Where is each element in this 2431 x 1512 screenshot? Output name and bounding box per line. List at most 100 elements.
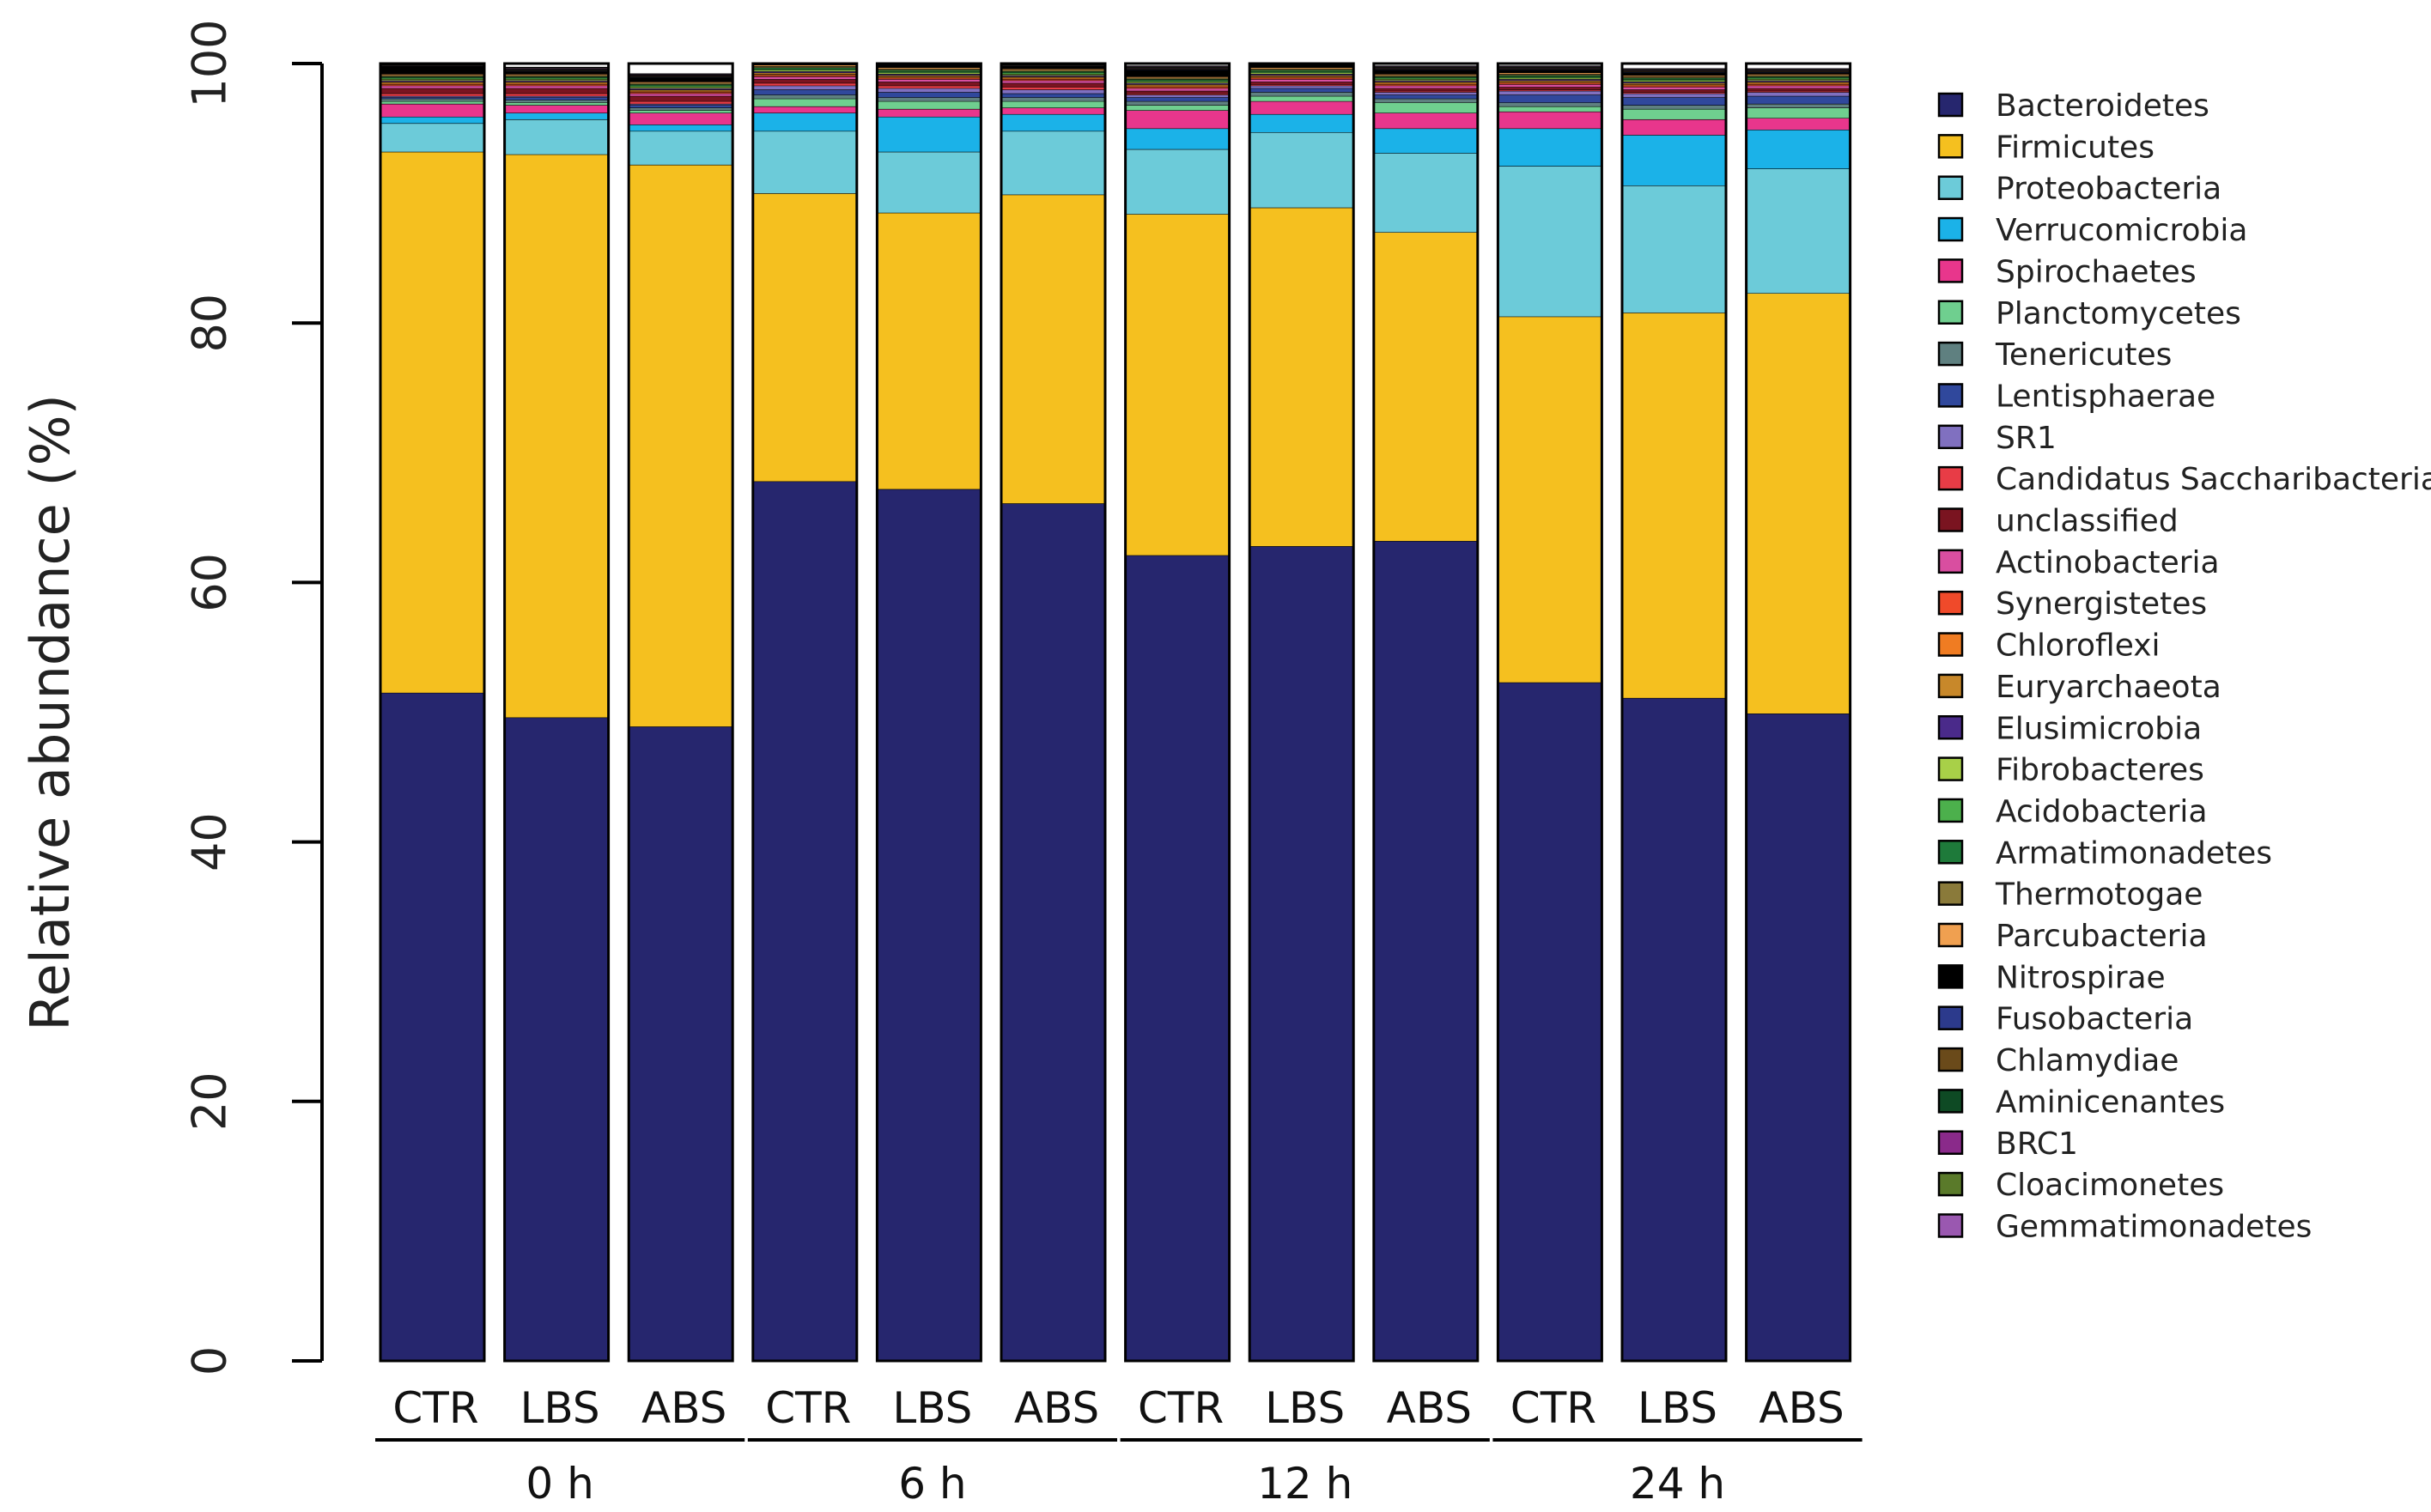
bar-segment [1746, 82, 1851, 83]
legend-item[interactable]: Lentisphaerae [1937, 379, 2215, 414]
legend-item[interactable]: Synergistetes [1937, 586, 2207, 622]
legend-item[interactable]: Verrucomicrobia [1937, 213, 2247, 248]
legend-item[interactable]: Cloacimonetes [1937, 1168, 2224, 1203]
bar-segment [1622, 87, 1726, 90]
bar-segment [1125, 70, 1230, 77]
bar-segment [877, 82, 982, 86]
bar-segment [1746, 107, 1851, 118]
bar-segment [629, 82, 733, 85]
bar-segment [1498, 89, 1602, 91]
x-tick-label: CTR [1510, 1383, 1596, 1433]
bar-segment [1001, 87, 1105, 90]
bar-segment [1622, 82, 1726, 85]
legend-item[interactable]: Aminicenantes [1937, 1084, 2225, 1120]
legend-swatch [1937, 964, 1964, 989]
legend-label: Chlamydiae [1996, 1043, 2179, 1078]
x-tick-label: LBS [1638, 1383, 1717, 1433]
bar-segment [1622, 313, 1726, 698]
legend-item[interactable]: Planctomycetes [1937, 296, 2241, 331]
bar-segment [629, 82, 733, 83]
legend-label: Lentisphaerae [1996, 379, 2215, 414]
legend-item[interactable]: Tenericutes [1937, 337, 2172, 373]
bar-segment [1373, 94, 1478, 99]
legend-swatch [1937, 175, 1964, 200]
bar-segment [752, 67, 857, 70]
legend-item[interactable]: Candidatus Saccharibacteria [1937, 462, 2431, 497]
legend-item[interactable]: unclassified [1937, 504, 2179, 539]
bar-segment [1498, 72, 1602, 75]
bar-segment [1125, 110, 1230, 129]
legend-item[interactable]: Parcubacteria [1937, 919, 2208, 954]
y-tick-label: 40 [183, 812, 237, 871]
legend-item[interactable]: Bacteroidetes [1937, 88, 2209, 124]
bar-segment [877, 71, 982, 73]
bar-segment [1498, 70, 1602, 73]
legend-swatch [1937, 300, 1964, 325]
bar-segment [380, 151, 484, 693]
legend-item[interactable]: Chloroflexi [1937, 628, 2161, 664]
legend-item[interactable]: Elusimicrobia [1937, 711, 2202, 746]
legend-swatch [1937, 383, 1964, 408]
bar-segment [1001, 69, 1105, 70]
legend-item[interactable]: Spirochaetes [1937, 254, 2197, 289]
bar-segment [1746, 84, 1851, 86]
legend-item[interactable]: Proteobacteria [1937, 172, 2221, 207]
bar-segment [629, 84, 733, 86]
bar-segment [1373, 79, 1478, 81]
bar-stack [1124, 62, 1231, 1363]
bar-segment [1249, 71, 1354, 73]
legend-item[interactable]: Gemmatimonadetes [1937, 1209, 2312, 1244]
bar-segment [380, 85, 484, 88]
legend-item[interactable]: Firmicutes [1937, 130, 2154, 165]
bar-segment [1125, 128, 1230, 149]
legend-item[interactable]: BRC1 [1937, 1126, 2078, 1162]
bar-segment [1746, 88, 1851, 91]
bar-segment [1001, 113, 1105, 131]
bar-segment [877, 74, 982, 76]
x-axis: CTR LBS ABS CTR LBS ABS CTR LBS ABS CTR LBS ABS 0 h 6… [375, 1383, 1863, 1509]
bar-segment [380, 93, 484, 96]
legend-item[interactable]: Actinobacteria [1937, 545, 2220, 580]
bar-segment [629, 92, 733, 94]
bar-stack [379, 62, 486, 1363]
x-tick-label: CTR [1138, 1383, 1224, 1433]
bar-segment [1125, 82, 1230, 83]
legend-item[interactable]: Fusobacteria [1937, 1002, 2193, 1037]
bar-segment [877, 97, 982, 101]
legend-swatch [1937, 756, 1964, 781]
bar-segment [1622, 97, 1726, 106]
bar-segment [1249, 82, 1354, 85]
legend[interactable]: Bacteroidetes Firmicutes Proteobacteria Ver… [1937, 88, 2431, 1244]
bar-segment [504, 112, 609, 119]
legend-item[interactable]: Euryarchaeota [1937, 670, 2221, 705]
bar-segment [504, 82, 609, 83]
legend-item[interactable]: SR1 [1937, 421, 2057, 456]
bar-segment [504, 80, 609, 82]
bar-outline [1248, 62, 1355, 1363]
group-label: 24 h [1630, 1459, 1725, 1509]
bar-segment [1622, 118, 1726, 136]
bar-segment [1746, 85, 1851, 88]
bar-segment [752, 106, 857, 113]
legend-item[interactable]: Nitrospirae [1937, 960, 2166, 995]
bar-segment [1622, 108, 1726, 119]
x-tick-label: LBS [520, 1383, 600, 1433]
bar-segment [1498, 90, 1602, 95]
legend-label: Aminicenantes [1996, 1084, 2225, 1120]
bar-segment [629, 110, 733, 113]
bar-outline [1620, 62, 1728, 1363]
bar-segment [1746, 74, 1851, 76]
legend-item[interactable]: Armatimonadetes [1937, 835, 2272, 871]
legend-label: Fusobacteria [1996, 1002, 2193, 1037]
bar-segment [504, 93, 609, 96]
legend-item[interactable]: Fibrobacteres [1937, 753, 2204, 788]
group-label: 6 h [898, 1459, 966, 1509]
bar-segment [629, 87, 733, 88]
x-tick-label: CTR [765, 1383, 851, 1433]
legend-label: Candidatus Saccharibacteria [1996, 462, 2431, 497]
legend-item[interactable]: Acidobacteria [1937, 794, 2208, 829]
legend-item[interactable]: Chlamydiae [1937, 1043, 2179, 1078]
legend-swatch [1937, 590, 1964, 616]
legend-item[interactable]: Thermotogae [1937, 877, 2203, 913]
bar-segment [1746, 90, 1851, 93]
